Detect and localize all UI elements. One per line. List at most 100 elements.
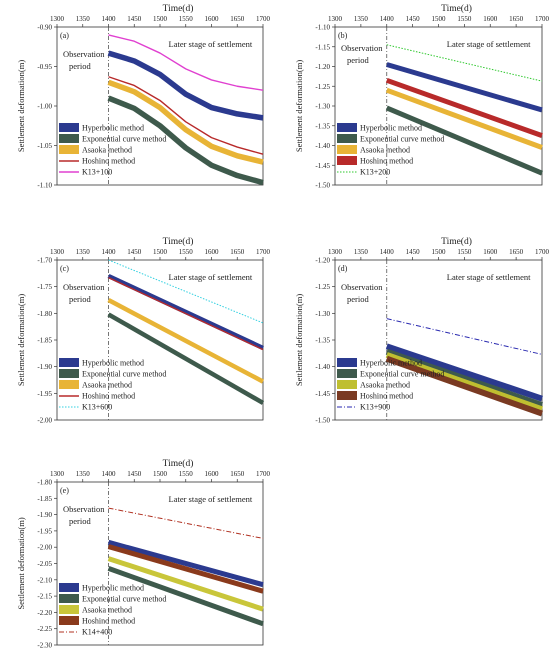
y-tick-label: -2.05: [37, 560, 52, 568]
legend-swatch: [59, 616, 79, 625]
y-tick-label: -1.25: [315, 83, 330, 91]
x-axis-label: Time(d): [441, 3, 472, 14]
y-tick-label: -1.30: [315, 310, 330, 318]
observation-label: Observation: [63, 49, 105, 59]
series-k13-900-line: [386, 318, 543, 355]
x-tick-label: 1450: [127, 248, 142, 256]
legend-swatch: [337, 156, 357, 165]
x-tick-label: 1450: [406, 248, 421, 256]
legend-label: Asaoka method: [82, 606, 132, 615]
x-tick-label: 1300: [328, 248, 343, 256]
series-hyperbolic-method-line: [107, 50, 264, 121]
y-tick-label: -2.25: [37, 625, 52, 633]
observation-label: Observation: [341, 282, 383, 292]
legend-swatch: [59, 605, 79, 614]
x-tick-label: 1550: [457, 248, 472, 256]
y-tick-label: -1.20: [315, 257, 330, 265]
legend-label: K13+900: [360, 403, 390, 412]
y-tick-label: -1.40: [315, 142, 330, 150]
x-tick-label: 1650: [509, 15, 524, 23]
series-hyperbolic-method-line: [386, 62, 543, 113]
x-tick-label: 1650: [230, 248, 245, 256]
legend-swatch: [59, 583, 79, 592]
x-tick-label: 1300: [328, 15, 343, 23]
legend-label: Exponential curve method: [82, 135, 166, 144]
legend-swatch: [59, 594, 79, 603]
y-axis-label: Settlement deformation(m): [294, 294, 304, 386]
legend-label: Hyperbolic method: [82, 124, 144, 133]
legend-label: Exponential curve method: [360, 370, 444, 379]
y-tick-label: -2.00: [37, 417, 52, 425]
panel-label: (d): [338, 264, 348, 273]
x-tick-label: 1550: [179, 248, 194, 256]
x-tick-label: 1700: [256, 470, 271, 478]
observation-label: period: [69, 516, 91, 526]
legend-label: Hoshino method: [82, 392, 135, 401]
later-stage-label: Later stage of settlement: [169, 39, 253, 49]
observation-label: Observation: [63, 282, 105, 292]
y-tick-label: -1.80: [37, 479, 52, 487]
x-tick-label: 1400: [102, 470, 117, 478]
y-tick-label: -0.90: [37, 24, 52, 32]
x-tick-label: 1400: [102, 15, 117, 23]
y-tick-label: -2.10: [37, 576, 52, 584]
x-tick-label: 1600: [483, 248, 498, 256]
series-hoshino-method-line: [107, 544, 264, 594]
legend-label: K13+200: [360, 168, 390, 177]
y-tick-label: -1.95: [37, 527, 52, 535]
legend-swatch: [337, 380, 357, 389]
x-axis-label: Time(d): [163, 458, 194, 469]
legend-swatch: [59, 380, 79, 389]
y-tick-label: -1.85: [37, 337, 52, 345]
x-tick-label: 1550: [179, 15, 194, 23]
legend-label: Asaoka method: [82, 146, 132, 155]
y-tick-label: -1.90: [37, 511, 52, 519]
legend-label: Asaoka method: [82, 381, 132, 390]
series-k14-400-line: [108, 507, 264, 539]
series-hoshino-method-line: [108, 276, 264, 351]
later-stage-label: Later stage of settlement: [169, 272, 253, 282]
x-tick-label: 1550: [179, 470, 194, 478]
y-tick-label: -1.85: [37, 495, 52, 503]
legend-label: Exponential curve method: [82, 595, 166, 604]
legend-swatch: [337, 391, 357, 400]
later-stage-label: Later stage of settlement: [447, 39, 531, 49]
series-k13-600-line: [108, 259, 264, 324]
observation-label: period: [347, 55, 369, 65]
y-tick-label: -2.30: [37, 642, 52, 650]
chart-panel-a: 1300 1350 1400 1450 1500 1550 1600 1650 1700 -0.9…: [16, 3, 271, 190]
x-tick-label: 1350: [76, 470, 91, 478]
observation-label: period: [69, 294, 91, 304]
x-tick-label: 1400: [380, 15, 395, 23]
x-tick-label: 1300: [50, 248, 65, 256]
series-k13-100-line: [108, 34, 264, 91]
panel-label: (c): [60, 264, 69, 273]
x-tick-label: 1700: [256, 248, 271, 256]
y-axis-label: Settlement deformation(m): [16, 294, 26, 386]
legend-label: Exponential curve method: [360, 135, 444, 144]
y-tick-label: -1.70: [37, 257, 52, 265]
y-tick-label: -2.15: [37, 593, 52, 601]
y-tick-label: -1.40: [315, 363, 330, 371]
y-tick-label: -1.95: [37, 390, 52, 398]
observation-label: Observation: [63, 504, 105, 514]
observation-label: Observation: [341, 43, 383, 53]
observation-label: period: [347, 294, 369, 304]
legend-swatch: [337, 369, 357, 378]
chart-panel-c: 1300 1350 1400 1450 1500 1550 1600 1650 1700 -1.7…: [16, 236, 271, 425]
series-exponential-curve-method-line: [107, 566, 264, 627]
legend-swatch: [59, 369, 79, 378]
series-asaoka-method-line: [107, 79, 264, 165]
legend-label: K14+400: [82, 628, 112, 637]
y-tick-label: -2.00: [37, 544, 52, 552]
legend-label: K13+600: [82, 403, 112, 412]
series-hoshino-method-line: [385, 77, 543, 138]
series-hyperbolic-method-line: [107, 539, 264, 588]
y-tick-label: -1.35: [315, 122, 330, 130]
series-asaoka-method-line: [107, 298, 265, 384]
y-axis-label: Settlement deformation(m): [294, 60, 304, 152]
legend-label: K13+100: [82, 168, 112, 177]
y-tick-label: -1.00: [37, 103, 52, 111]
later-stage-label: Later stage of settlement: [169, 494, 253, 504]
y-tick-label: -1.45: [315, 162, 330, 170]
